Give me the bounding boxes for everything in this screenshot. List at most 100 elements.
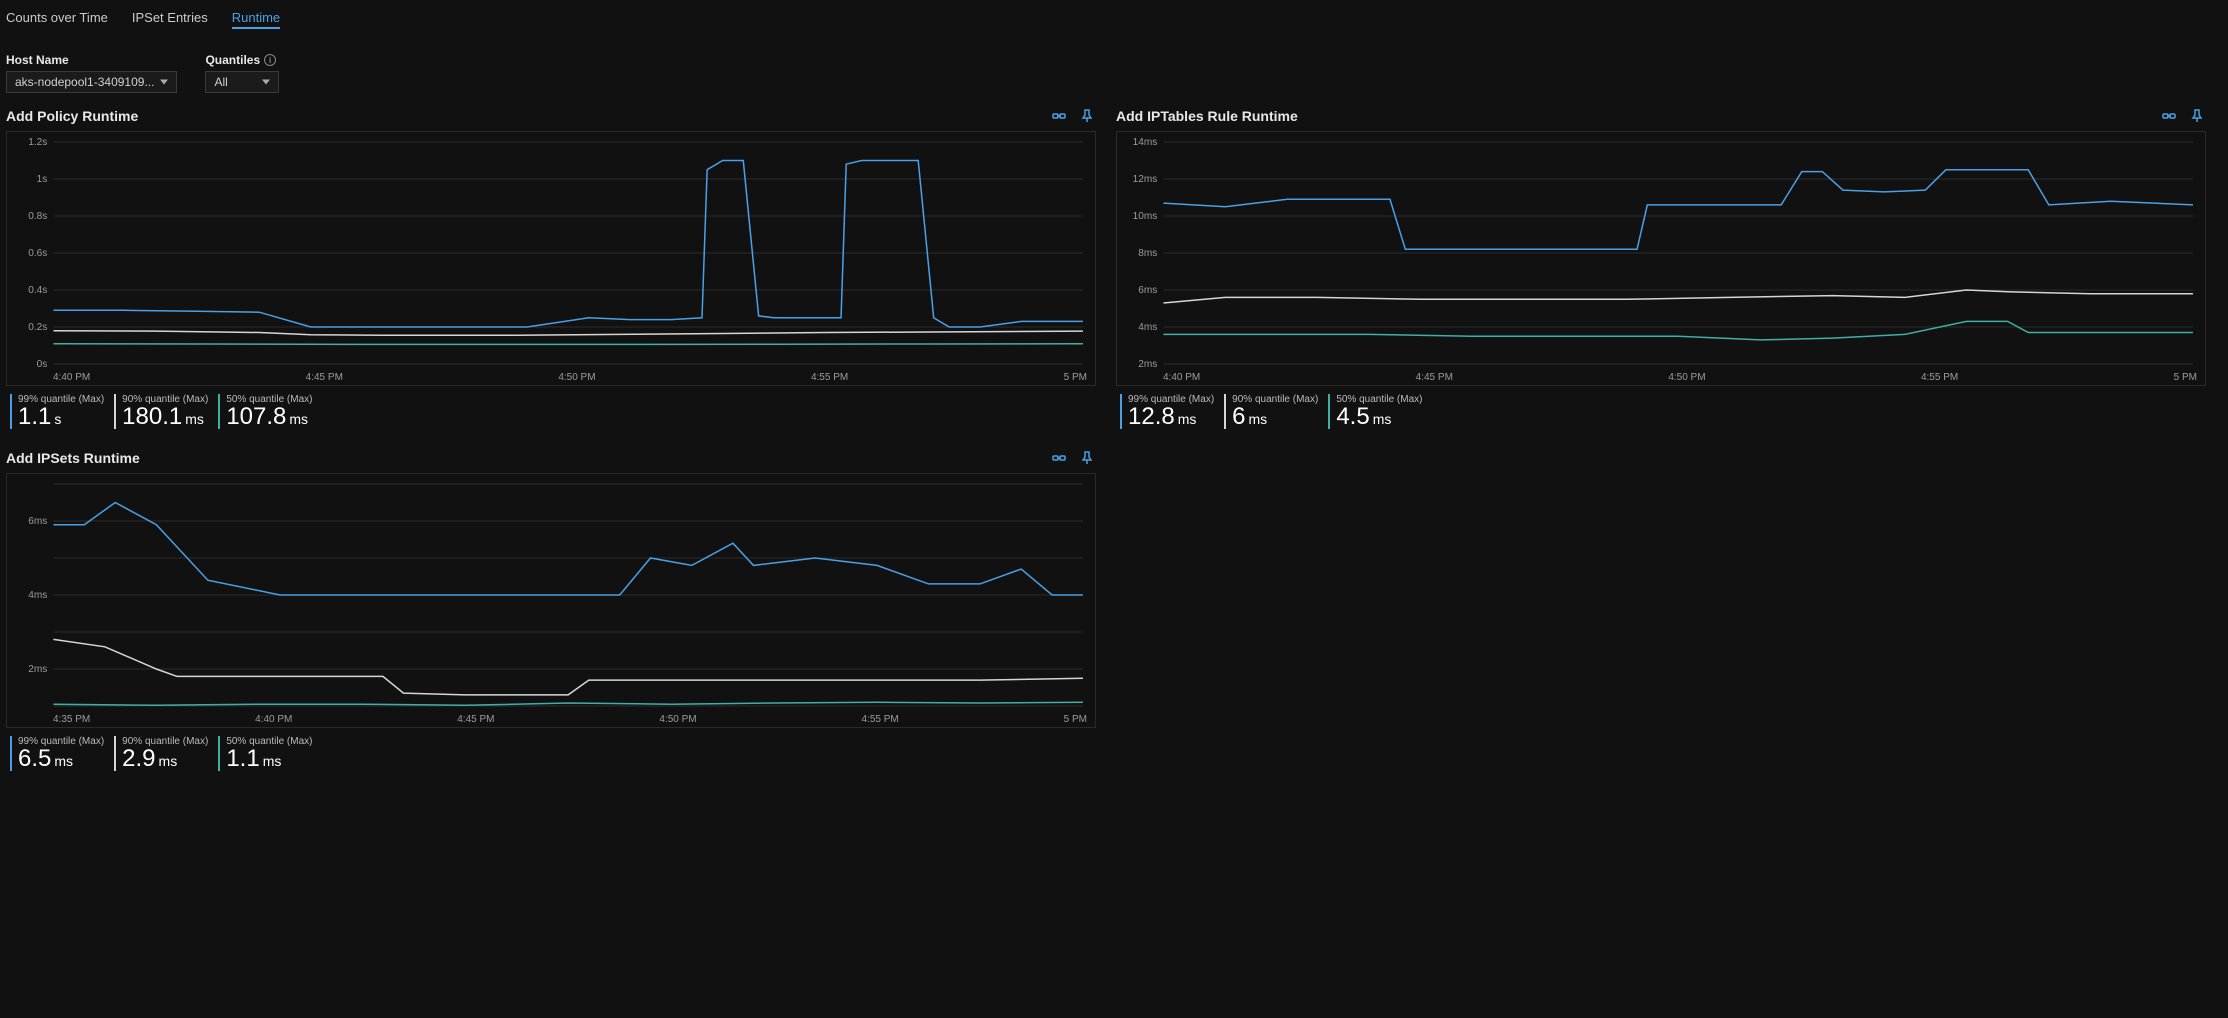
legend-item-q99[interactable]: 99% quantile (Max)6.5ms [10,736,104,771]
panel-actions [2160,107,2206,125]
filter-quantiles: Quantiles i All [205,53,279,93]
legend-item-q99[interactable]: 99% quantile (Max)1.1s [10,394,104,429]
legend-item-q90[interactable]: 90% quantile (Max)2.9ms [114,736,208,771]
x-axis: 4:40 PM 4:45 PM 4:50 PM 4:55 PM 5 PM [15,368,1087,383]
panel-title: Add IPSets Runtime [6,450,140,466]
svg-text:1s: 1s [37,174,48,185]
legend: 99% quantile (Max)1.1s 90% quantile (Max)… [6,394,1096,429]
legend-item-q90[interactable]: 90% quantile (Max)180.1ms [114,394,208,429]
link-icon[interactable] [1050,449,1068,467]
series-q50 [1163,321,2193,340]
legend-unit: ms [159,754,178,768]
svg-text:0s: 0s [37,359,48,368]
filter-bar: Host Name aks-nodepool1-3409109... Quant… [6,53,2222,93]
series-q50 [53,344,1083,345]
svg-text:6ms: 6ms [28,516,47,527]
svg-text:8ms: 8ms [1138,248,1157,259]
x-tick: 4:35 PM [53,714,90,725]
tab-counts-over-time[interactable]: Counts over Time [6,8,108,29]
chart-container: 2ms4ms6ms4:35 PM4:40 PM4:45 PM4:50 PM4:5… [6,473,1096,728]
svg-text:0.2s: 0.2s [28,322,47,333]
dashboard-grid: Add Policy Runtime 0s 0.2s 0.4s 0.6s 0.8s 1s 1.… [6,107,2222,771]
panel-actions [1050,107,1096,125]
panel-header: Add IPSets Runtime [6,449,1096,467]
legend-value: 1.1s [18,405,104,429]
legend-unit: ms [1178,412,1197,426]
filter-label: Host Name [6,53,177,67]
panel-header: Add IPTables Rule Runtime [1116,107,2206,125]
legend-value: 6ms [1232,405,1318,429]
legend-item-q50[interactable]: 50% quantile (Max)107.8ms [218,394,312,429]
info-icon[interactable]: i [264,54,276,66]
x-tick: 4:55 PM [811,372,848,383]
x-tick: 4:45 PM [306,372,343,383]
legend-item-q50[interactable]: 50% quantile (Max)4.5ms [1328,394,1422,429]
series-q99 [1163,170,2193,250]
x-tick: 4:40 PM [53,372,90,383]
legend: 99% quantile (Max)12.8ms 90% quantile (Ma… [1116,394,2206,429]
legend-unit: ms [1249,412,1268,426]
legend-value: 107.8ms [226,405,312,429]
svg-text:0.8s: 0.8s [28,211,47,222]
chart-container: 0s0.2s0.4s0.6s0.8s1s1.2s4:40 PM4:45 PM4:… [6,131,1096,386]
legend-unit: ms [289,412,308,426]
tab-bar: Counts over Time IPSet Entries Runtime [6,4,2222,35]
svg-text:4ms: 4ms [28,590,47,601]
tab-runtime[interactable]: Runtime [232,8,280,29]
legend-value: 12.8ms [1128,405,1214,429]
legend-value: 2.9ms [122,747,208,771]
legend-unit: ms [54,754,73,768]
x-tick: 5 PM [2174,372,2197,383]
svg-text:2ms: 2ms [28,664,47,675]
x-axis: 4:40 PM4:45 PM4:50 PM4:55 PM5 PM [1125,368,2197,383]
chart-plot: 2ms 4ms 6ms [15,480,1087,710]
quantiles-select[interactable]: All [205,71,279,93]
x-tick: 5 PM [1064,714,1087,725]
series-q90 [1163,290,2193,303]
link-icon[interactable] [1050,107,1068,125]
x-tick: 4:40 PM [1163,372,1200,383]
x-tick: 4:45 PM [457,714,494,725]
series-q99 [53,503,1083,596]
series-q50 [53,702,1083,705]
svg-text:2ms: 2ms [1138,359,1157,368]
svg-text:0.4s: 0.4s [28,285,47,296]
filter-host-name: Host Name aks-nodepool1-3409109... [6,53,177,93]
host-name-select[interactable]: aks-nodepool1-3409109... [6,71,177,93]
x-tick: 4:50 PM [558,372,595,383]
x-tick: 4:45 PM [1416,372,1453,383]
series-q90 [53,331,1083,336]
chart-plot: 0s0.2s0.4s0.6s0.8s1s1.2s [15,138,1087,368]
filter-label-text: Quantiles [205,53,260,67]
legend-unit: ms [185,412,204,426]
legend-value: 1.1ms [226,747,312,771]
series-q90 [53,639,1083,695]
pin-icon[interactable] [1078,449,1096,467]
svg-text:12ms: 12ms [1133,174,1158,185]
legend-item-q50[interactable]: 50% quantile (Max)1.1ms [218,736,312,771]
series-q99 [53,161,1083,328]
tab-ipset-entries[interactable]: IPSet Entries [132,8,208,29]
chart-plot: 2ms4ms6ms8ms10ms12ms14ms [1125,138,2197,368]
pin-icon[interactable] [2188,107,2206,125]
legend: 99% quantile (Max)6.5ms 90% quantile (Max… [6,736,1096,771]
panel-title: Add Policy Runtime [6,108,138,124]
x-tick: 4:55 PM [862,714,899,725]
pin-icon[interactable] [1078,107,1096,125]
legend-unit: ms [263,754,282,768]
svg-text:14ms: 14ms [1133,138,1158,148]
legend-unit: s [54,412,61,426]
legend-item-q99[interactable]: 99% quantile (Max)12.8ms [1120,394,1214,429]
svg-text:6ms: 6ms [1138,285,1157,296]
filter-label: Quantiles i [205,53,279,67]
svg-text:0.6s: 0.6s [28,248,47,259]
link-icon[interactable] [2160,107,2178,125]
legend-item-q90[interactable]: 90% quantile (Max)6ms [1224,394,1318,429]
x-tick: 4:40 PM [255,714,292,725]
panel-header: Add Policy Runtime [6,107,1096,125]
chart-panel: Add Policy Runtime 0s 0.2s 0.4s 0.6s 0.8s 1s 1.… [6,107,1096,429]
x-tick: 5 PM [1064,372,1087,383]
chart-panel: Add IPTables Rule Runtime2ms4ms6ms8ms10m… [1116,107,2206,429]
svg-text:4ms: 4ms [1138,322,1157,333]
chart-container: 2ms4ms6ms8ms10ms12ms14ms4:40 PM4:45 PM4:… [1116,131,2206,386]
